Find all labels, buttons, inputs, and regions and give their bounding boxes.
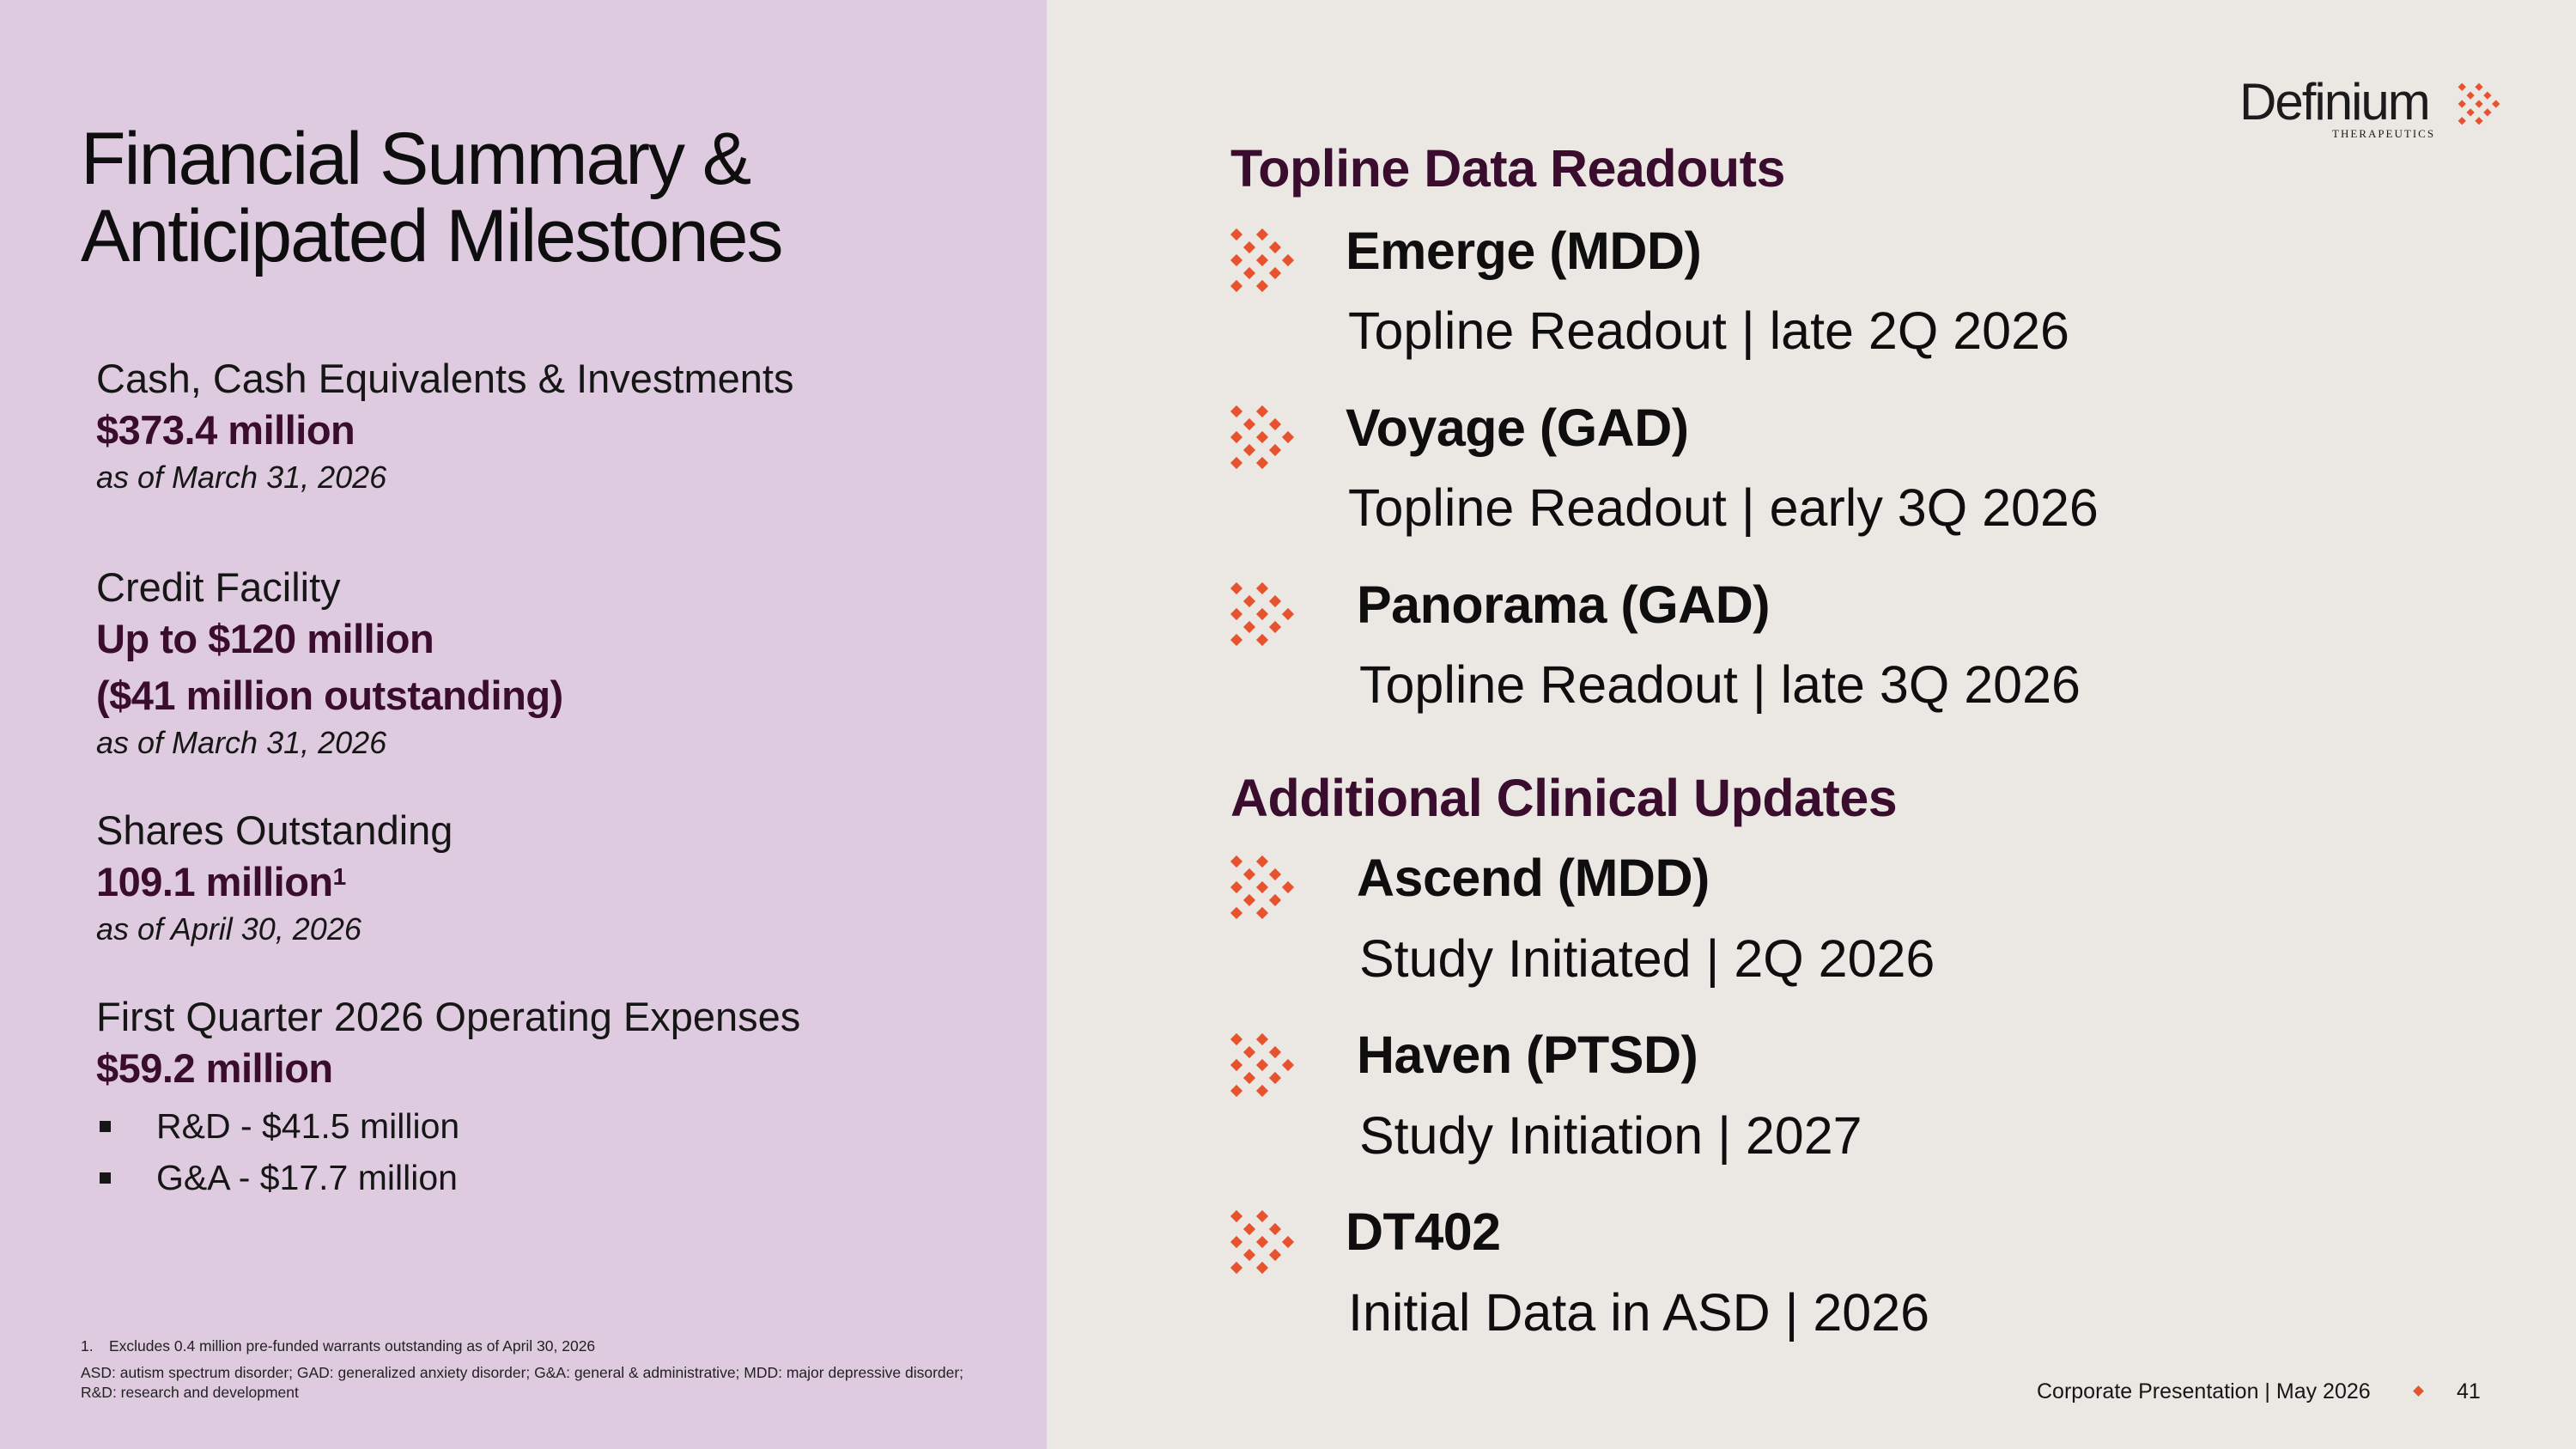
topline-heading: Topline Data Readouts <box>1230 139 1785 198</box>
shares-value-line: 109.1 million1 <box>96 854 1024 910</box>
milestone-detail-dt402: Initial Data in ASD | 2026 <box>1348 1283 1930 1342</box>
credit-value-line-1: Up to $120 million <box>96 616 434 661</box>
milestone-detail-emerge: Topline Readout | late 2Q 2026 <box>1348 301 2069 360</box>
milestone-name-panorama: Panorama (GAD) <box>1357 575 1771 634</box>
page-number: 41 <box>2457 1379 2481 1403</box>
dt402-diamond-grid-icon <box>1230 1209 1295 1275</box>
shares-footnote-marker: 1 <box>332 863 347 890</box>
logo-mark-icon <box>2458 82 2500 125</box>
credit-note: as of March 31, 2026 <box>96 725 387 760</box>
cash-metric: Cash, Cash Equivalents & Investments $37… <box>96 356 1024 496</box>
shares-value: 109.1 million <box>96 859 333 904</box>
panorama-diamond-grid-icon <box>1230 581 1295 647</box>
shares-metric: Shares Outstanding 109.1 million1 as of … <box>96 807 1024 948</box>
haven-diamond-grid-icon <box>1230 1032 1295 1098</box>
opex-bullet-rd: R&D - $41.5 million <box>96 1100 1024 1152</box>
slide-footer: Corporate Presentation | May 2026 41 <box>2037 1377 2483 1406</box>
footer-diamond-icon <box>2413 1385 2424 1397</box>
credit-label: Credit Facility <box>96 564 341 610</box>
milestone-name-haven: Haven (PTSD) <box>1357 1026 1698 1084</box>
abbreviations-note: ASD: autism spectrum disorder; GAD: gene… <box>81 1364 964 1401</box>
slide-title: Financial Summary & Anticipated Mileston… <box>81 120 1025 275</box>
credit-facility-metric: Credit Facility Up to $120 million ($41 … <box>96 564 1024 762</box>
ascend-diamond-grid-icon <box>1230 855 1295 920</box>
milestone-name-ascend: Ascend (MDD) <box>1357 849 1710 907</box>
credit-value-line-2: ($41 million outstanding) <box>96 673 563 718</box>
company-logo: Definium THERAPEUTICS <box>2239 72 2500 149</box>
footnote-1-number: 1. <box>81 1337 94 1355</box>
footnote-1-text: Excludes 0.4 million pre-funded warrants… <box>109 1337 596 1355</box>
voyage-diamond-grid-icon <box>1230 405 1295 470</box>
right-panel <box>1047 0 2576 1449</box>
milestone-detail-ascend: Study Initiated | 2Q 2026 <box>1359 929 1935 988</box>
milestone-detail-voyage: Topline Readout | early 3Q 2026 <box>1348 478 2099 537</box>
milestone-detail-haven: Study Initiation | 2027 <box>1359 1106 1862 1165</box>
emerge-diamond-grid-icon <box>1230 228 1295 293</box>
milestone-name-voyage: Voyage (GAD) <box>1346 399 1689 457</box>
logo-subtitle: THERAPEUTICS <box>2332 127 2436 140</box>
opex-metric: First Quarter 2026 Operating Expenses $5… <box>96 994 1024 1203</box>
footnote-1: 1. Excludes 0.4 million pre-funded warran… <box>81 1336 982 1356</box>
cash-label: Cash, Cash Equivalents & Investments <box>96 356 794 401</box>
logo-wordmark: Definium <box>2239 73 2431 131</box>
opex-label: First Quarter 2026 Operating Expenses <box>96 994 801 1039</box>
shares-label: Shares Outstanding <box>96 807 453 853</box>
left-panel <box>0 0 1047 1449</box>
slide-title-line-2: Anticipated Milestones <box>81 195 783 277</box>
shares-note: as of April 30, 2026 <box>96 911 361 947</box>
footer-text: Corporate Presentation | May 2026 <box>2037 1379 2371 1403</box>
additional-updates-heading: Additional Clinical Updates <box>1230 769 1898 827</box>
milestone-detail-panorama: Topline Readout | late 3Q 2026 <box>1359 655 2081 714</box>
opex-value: $59.2 million <box>96 1045 333 1091</box>
slide-title-line-1: Financial Summary & <box>81 118 751 200</box>
opex-bullet-ga: G&A - $17.7 million <box>96 1152 1024 1203</box>
footnotes: 1. Excludes 0.4 million pre-funded warran… <box>81 1336 982 1403</box>
milestone-name-dt402: DT402 <box>1346 1202 1501 1261</box>
cash-value: $373.4 million <box>96 407 355 453</box>
opex-breakdown: R&D - $41.5 million G&A - $17.7 million <box>96 1100 1024 1203</box>
cash-note: as of March 31, 2026 <box>96 460 387 495</box>
milestone-name-emerge: Emerge (MDD) <box>1346 222 1702 280</box>
